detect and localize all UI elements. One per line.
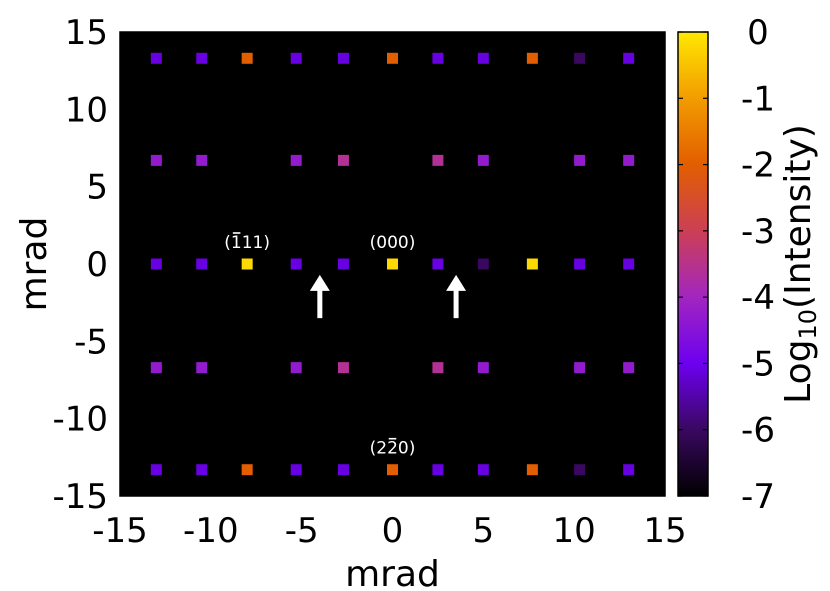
x-axis-ticks: -15 -10 -5 0 5 10 15	[92, 511, 686, 551]
diffraction-spot	[623, 464, 635, 476]
diffraction-spot	[574, 464, 586, 476]
colorbar-tick-label: -3	[741, 212, 775, 252]
x-tick-label: -10	[183, 511, 239, 551]
diffraction-spot	[196, 154, 208, 166]
colorbar-tick-label: -7	[741, 477, 775, 517]
arrows	[309, 274, 467, 319]
diffraction-spot	[150, 258, 162, 270]
diffraction-spot	[290, 464, 302, 476]
y-axis-label: mrad	[14, 217, 55, 312]
diffraction-spot	[290, 362, 302, 374]
y-tick-label: 0	[86, 245, 108, 285]
y-axis-ticks: -15 -10 -5 0 5 10 15	[52, 13, 108, 517]
diffraction-spot	[337, 464, 349, 476]
diffraction-spot	[623, 154, 635, 166]
colorbar-ticks: 0 -1 -2 -3 -4 -5 -6 -7	[678, 13, 775, 517]
diffraction-spot	[337, 154, 349, 166]
diffraction-spot	[526, 464, 538, 476]
diffraction-spot	[196, 362, 208, 374]
diffraction-spot	[150, 154, 162, 166]
diffraction-spot	[196, 464, 208, 476]
diffraction-spot	[241, 464, 253, 476]
arrow	[309, 274, 330, 319]
diffraction-spot	[477, 362, 489, 374]
y-tick-label: 5	[86, 168, 108, 208]
diffraction-spot	[241, 52, 253, 64]
spot-annotation: (000)	[370, 233, 416, 253]
diffraction-spots	[150, 52, 635, 476]
x-tick-label: 10	[553, 511, 596, 551]
diffraction-spot	[574, 362, 586, 374]
diffraction-spot	[196, 52, 208, 64]
diffraction-spot	[290, 52, 302, 64]
y-tick-label: 15	[65, 13, 108, 53]
diffraction-spot	[477, 154, 489, 166]
diffraction-spot	[337, 52, 349, 64]
colorbar	[678, 32, 708, 496]
colorbar-frame	[677, 31, 709, 497]
x-tick-label: -5	[285, 511, 319, 551]
colorbar-tick-label: -5	[741, 344, 775, 384]
y-tick-label: -5	[74, 322, 108, 362]
diffraction-spot	[432, 362, 444, 374]
spot-annotation: (220)	[370, 439, 416, 459]
colorbar-label: Log10(Intensity)	[778, 124, 822, 404]
spot-annotations: (111) (000) (220)	[224, 232, 416, 459]
colorbar-tick-label: -4	[741, 278, 775, 318]
colorbar-tick-label: 0	[747, 13, 769, 53]
colorbar-label-base: Log	[778, 340, 819, 404]
colorbar-tick-label: -6	[741, 411, 775, 451]
diffraction-spot	[196, 258, 208, 270]
diffraction-spot	[623, 362, 635, 374]
diffraction-spot	[241, 258, 253, 270]
colorbar-tick-label: -2	[741, 146, 775, 186]
diffraction-spot	[432, 258, 444, 270]
colorbar-label-rest: (Intensity)	[778, 124, 819, 309]
diffraction-spot	[477, 52, 489, 64]
x-tick-label: -15	[92, 511, 148, 551]
diffraction-spot	[574, 154, 586, 166]
diffraction-spot	[432, 464, 444, 476]
arrow	[446, 274, 467, 319]
diffraction-spot	[432, 154, 444, 166]
diffraction-spot	[337, 362, 349, 374]
diffraction-spot	[432, 52, 444, 64]
x-tick-label: 5	[473, 511, 495, 551]
x-tick-label: 15	[643, 511, 686, 551]
y-tick-label: 10	[65, 90, 108, 130]
diffraction-spot	[387, 52, 398, 64]
diffraction-spot	[290, 154, 302, 166]
diffraction-spot	[477, 464, 489, 476]
diffraction-spot	[150, 362, 162, 374]
x-axis-label: mrad	[345, 554, 440, 591]
spot-annotation: (111)	[224, 233, 270, 253]
diffraction-spot	[387, 258, 398, 270]
diffraction-spot	[477, 258, 489, 270]
plot-frame	[119, 31, 666, 497]
x-tick-label: 0	[382, 511, 404, 551]
diffraction-spot	[337, 258, 349, 270]
diffraction-spot	[574, 258, 586, 270]
diffraction-spot	[387, 464, 398, 476]
colorbar-tick-label: -1	[741, 79, 775, 119]
colorbar-label-subscript: 10	[794, 309, 822, 340]
y-tick-label: -15	[52, 477, 108, 517]
diffraction-spot	[290, 258, 302, 270]
y-tick-label: -10	[52, 400, 108, 440]
diffraction-spot	[623, 52, 635, 64]
diffraction-spot	[526, 258, 538, 270]
diffraction-spot	[150, 464, 162, 476]
diffraction-spot	[623, 258, 635, 270]
diffraction-spot	[526, 52, 538, 64]
diffraction-spot	[574, 52, 586, 64]
diffraction-spot	[150, 52, 162, 64]
